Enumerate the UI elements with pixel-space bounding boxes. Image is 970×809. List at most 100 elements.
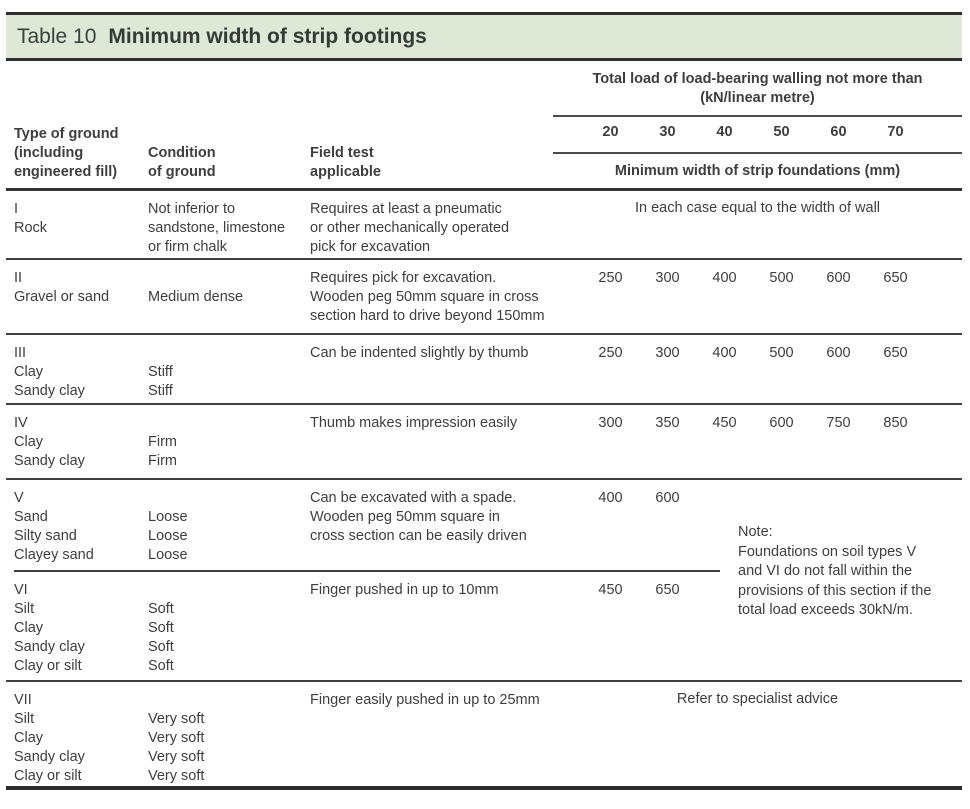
type-cell: IV Clay Sandy clay — [14, 405, 148, 478]
table-title: Minimum width of strip footings — [108, 24, 427, 48]
value-cell — [867, 490, 924, 506]
text-line: I — [14, 201, 19, 217]
footnote-line: Note: — [738, 524, 773, 540]
field-test-cell: Can be indented slightly by thumb — [310, 335, 553, 403]
load-value: 60 — [830, 124, 847, 140]
value-cell — [810, 490, 867, 506]
text-line: Sandy clay — [14, 383, 85, 399]
min-width-values: 400 600 — [553, 480, 962, 572]
load-header-title-line1: Total load of load-bearing walling not m… — [592, 71, 923, 87]
value-cell: 650 — [883, 270, 908, 286]
text-line: Soft — [148, 620, 174, 636]
value-cell: 400 — [712, 345, 737, 361]
text-line: Medium dense — [148, 289, 244, 305]
field-test-cell: Can be excavated with a spade. Wooden pe… — [310, 480, 553, 572]
load-values-row: 20 30 40 50 60 70 — [553, 117, 962, 145]
value-cell: 750 — [826, 415, 851, 431]
header-text-line: applicable — [310, 164, 381, 180]
value-cell: 300 — [655, 345, 680, 361]
text-line: Clay — [14, 364, 44, 380]
type-cell: VII Silt Clay Sandy clay Clay or silt — [14, 682, 148, 786]
text-line: Silty sand — [14, 528, 77, 544]
divider-line — [553, 115, 962, 117]
text-line: V — [14, 490, 24, 506]
field-test-cell: Finger pushed in up to 10mm — [310, 572, 553, 680]
min-width-values: 250 300 400 500 600 650 — [553, 335, 962, 403]
text-line: IV — [14, 415, 28, 431]
header-text-line: Type of ground — [14, 126, 119, 142]
text-line: Can be excavated with a spade. — [310, 490, 517, 506]
row-span-text: In each case equal to the width of wall — [634, 200, 881, 216]
text-line: section hard to drive beyond 150mm — [310, 308, 545, 324]
load-header-title-line2: (kN/linear metre) — [700, 90, 815, 106]
type-cell: III Clay Sandy clay — [14, 335, 148, 403]
footnote-line: and VI do not fall within the — [738, 563, 913, 579]
text-line: cross section can be easily driven — [310, 528, 527, 544]
type-cell: I Rock — [14, 191, 148, 258]
load-value: 70 — [887, 124, 904, 140]
condition-cell: Not inferior to sandstone, limestone or … — [148, 191, 310, 258]
text-line: Finger easily pushed in up to 25mm — [310, 692, 540, 708]
value-cell: 650 — [655, 582, 680, 598]
text-line: pick for excavation — [310, 239, 431, 255]
text-line: Loose — [148, 528, 188, 544]
text-line — [148, 489, 310, 508]
field-test-cell: Thumb makes impression easily — [310, 405, 553, 478]
value-cell: 350 — [655, 415, 680, 431]
value-cell: 850 — [883, 415, 908, 431]
footnote-line: Foundations on soil types V — [738, 543, 917, 560]
table-body: I Rock Not inferior to sandstone, limest… — [6, 191, 962, 790]
text-line: Requires at least a pneumatic — [310, 201, 502, 217]
value-cell: 650 — [883, 345, 908, 361]
text-line: Stiff — [148, 364, 173, 380]
text-line: Soft — [148, 639, 174, 655]
text-line: Clay — [14, 730, 44, 746]
value-cell: 250 — [598, 270, 623, 286]
table-row-ground-type-6: VI Silt Clay Sandy clay Clay or silt Sof… — [6, 572, 962, 682]
text-line: or other mechanically operated — [310, 220, 510, 236]
table-title-bar: Table 10 Minimum width of strip footings — [6, 12, 962, 61]
header-body-separator — [6, 188, 962, 191]
header-text-line: engineered fill) — [14, 164, 118, 180]
text-line: Sandy clay — [14, 453, 85, 469]
value-cell: 600 — [826, 345, 851, 361]
text-line: III — [14, 345, 27, 361]
field-test-cell: Requires at least a pneumatic or other m… — [310, 191, 553, 258]
load-value: 20 — [602, 124, 619, 140]
text-line: Firm — [148, 434, 177, 450]
min-width-values: 450 650 — [553, 572, 962, 680]
type-cell: II Gravel or sand — [14, 260, 148, 333]
text-line: Silt — [14, 601, 35, 617]
table-row-ground-type-7: VII Silt Clay Sandy clay Clay or silt Ve… — [6, 682, 962, 790]
header-type-of-ground: Type of ground (including engineered fil… — [14, 125, 148, 188]
condition-cell: Firm Firm — [148, 405, 310, 478]
text-line: Clay or silt — [14, 768, 82, 784]
field-test-cell: Requires pick for excavation. Wooden peg… — [310, 260, 553, 333]
text-line — [148, 581, 310, 600]
text-line: Clay or silt — [14, 658, 82, 674]
header-text-line: of ground — [148, 164, 216, 180]
text-line — [148, 691, 310, 710]
text-line: Very soft — [148, 749, 205, 765]
value-cell — [753, 490, 810, 506]
value-cell: 500 — [769, 270, 794, 286]
min-width-values: 250 300 400 500 600 650 — [553, 260, 962, 333]
value-cell: 300 — [598, 415, 623, 431]
text-line: Very soft — [148, 711, 205, 727]
text-line: Thumb makes impression easily — [310, 415, 518, 431]
text-line: Sandy clay — [14, 639, 85, 655]
text-line: Rock — [14, 220, 48, 236]
table-row-ground-type-3: III Clay Sandy clay Stiff Stiff Can be i… — [6, 335, 962, 405]
table-number: Table 10 — [17, 24, 97, 48]
header-condition: Condition of ground — [148, 144, 310, 188]
condition-cell: Loose Loose Loose — [148, 480, 310, 572]
type-cell: V Sand Silty sand Clayey sand — [14, 480, 148, 572]
text-line — [148, 414, 310, 433]
row-span-text: Refer to specialist advice — [676, 691, 839, 707]
table-row-ground-type-1: I Rock Not inferior to sandstone, limest… — [6, 191, 962, 260]
text-line: Requires pick for excavation. — [310, 270, 497, 286]
value-cell: 250 — [598, 345, 623, 361]
text-line: VI — [14, 582, 28, 598]
value-cell: 450 — [598, 582, 623, 598]
type-cell: VI Silt Clay Sandy clay Clay or silt — [14, 572, 148, 680]
